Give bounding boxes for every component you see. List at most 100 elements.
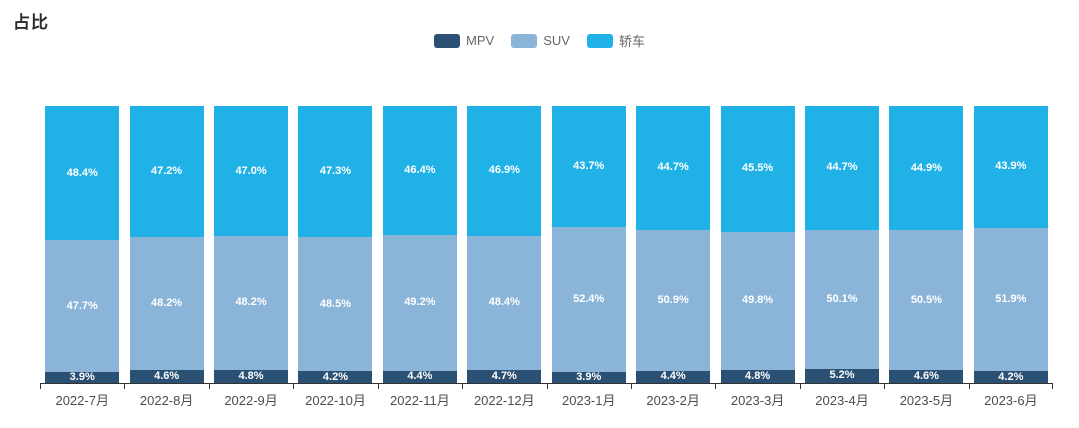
x-axis-labels: 2022-7月 2022-8月 2022-9月 2022-10月 2022-11月 202… bbox=[40, 390, 1053, 409]
bar-column: 4.6% 50.5% 44.9% bbox=[884, 106, 968, 383]
x-axis-label: 2022-7月 bbox=[55, 393, 109, 408]
x-axis-label: 2023-5月 bbox=[899, 393, 954, 408]
bar-column: 5.2% 50.1% 44.7% bbox=[800, 106, 884, 383]
bar-segment-SUV[interactable]: 52.4% bbox=[551, 227, 626, 373]
segment-value-label: 4.2% bbox=[322, 370, 348, 383]
segment-value-label: 52.4% bbox=[573, 293, 605, 306]
segment-value-label: 44.7% bbox=[826, 161, 858, 174]
axis-tick bbox=[968, 384, 970, 389]
legend-item-suv[interactable]: SUV bbox=[511, 33, 570, 48]
bar-segment-MPV[interactable]: 4.2% bbox=[298, 370, 373, 383]
bar-column: 3.9% 52.4% 43.7% bbox=[547, 106, 631, 383]
bar-segment-SUV[interactable]: 49.2% bbox=[382, 234, 457, 371]
segment-value-label: 47.7% bbox=[66, 299, 98, 312]
bar-segment-SUV[interactable]: 50.1% bbox=[805, 229, 879, 369]
bar-column: 4.8% 49.8% 45.5% bbox=[715, 106, 799, 383]
bar-segment-轿车[interactable]: 48.4% bbox=[45, 106, 120, 241]
bar-segment-MPV[interactable]: 4.8% bbox=[720, 369, 795, 383]
legend-item-sedan[interactable]: 轿车 bbox=[586, 31, 645, 50]
axis-tick bbox=[715, 384, 717, 389]
legend-item-mpv[interactable]: MPV bbox=[434, 33, 494, 48]
bar-segment-轿车[interactable]: 47.0% bbox=[214, 106, 289, 237]
plot-area: 3.9% 47.7% 48.4% 4.6% 48.2% 47.2% 4.8% 48.2% 47.… bbox=[40, 106, 1053, 383]
bar-segment-SUV[interactable]: 50.9% bbox=[636, 229, 711, 371]
x-axis-label: 2022-9月 bbox=[224, 393, 278, 408]
bar-segment-SUV[interactable]: 48.4% bbox=[467, 235, 542, 370]
bar-column: 4.4% 50.9% 44.7% bbox=[631, 106, 715, 383]
bar-segment-SUV[interactable]: 50.5% bbox=[889, 230, 964, 371]
bar-column: 4.7% 48.4% 46.9% bbox=[462, 106, 546, 383]
bar-segment-SUV[interactable]: 51.9% bbox=[973, 227, 1048, 372]
axis-tick bbox=[377, 384, 379, 389]
stacked-bar: 4.8% 48.2% 47.0% bbox=[214, 106, 289, 383]
segment-value-label: 46.9% bbox=[488, 164, 520, 177]
bar-segment-轿车[interactable]: 46.4% bbox=[382, 106, 457, 235]
legend-label: MPV bbox=[466, 33, 495, 48]
segment-value-label: 4.7% bbox=[491, 369, 517, 382]
bar-segment-轿车[interactable]: 44.7% bbox=[805, 106, 879, 230]
x-axis-label: 2022-12月 bbox=[473, 393, 535, 408]
stacked-bar: 4.4% 49.2% 46.4% bbox=[382, 106, 457, 383]
legend: MPV SUV 轿车 bbox=[0, 31, 1079, 50]
segment-value-label: 51.9% bbox=[995, 293, 1027, 305]
bar-segment-轿车[interactable]: 44.7% bbox=[636, 106, 711, 230]
bar-segment-MPV[interactable]: 4.4% bbox=[636, 370, 711, 383]
bar-segment-MPV[interactable]: 4.6% bbox=[889, 370, 964, 383]
segment-value-label: 44.7% bbox=[657, 161, 689, 174]
bar-segment-轿车[interactable]: 44.9% bbox=[889, 106, 964, 231]
bar-column: 4.2% 51.9% 43.9% bbox=[969, 106, 1053, 383]
bar-segment-MPV[interactable]: 5.2% bbox=[805, 368, 879, 383]
bar-segment-MPV[interactable]: 4.8% bbox=[214, 369, 289, 383]
stacked-bar: 4.6% 48.2% 47.2% bbox=[129, 106, 204, 383]
bar-segment-轿车[interactable]: 47.2% bbox=[129, 106, 204, 237]
legend-label: 轿车 bbox=[618, 34, 645, 49]
bar-segment-轿车[interactable]: 46.9% bbox=[467, 106, 542, 236]
bar-column: 4.6% 48.2% 47.2% bbox=[124, 106, 208, 383]
bar-column: 3.9% 47.7% 48.4% bbox=[40, 106, 124, 383]
stacked-bar: 4.2% 51.9% 43.9% bbox=[973, 106, 1048, 383]
bar-segment-轿车[interactable]: 45.5% bbox=[720, 106, 795, 232]
segment-value-label: 44.9% bbox=[910, 161, 943, 174]
bar-segment-轿车[interactable]: 43.7% bbox=[551, 106, 626, 228]
bar-segment-SUV[interactable]: 48.2% bbox=[129, 236, 204, 371]
stacked-bar: 4.6% 50.5% 44.9% bbox=[889, 106, 964, 383]
stacked-bar: 4.4% 50.9% 44.7% bbox=[636, 106, 711, 383]
segment-value-label: 50.5% bbox=[910, 293, 943, 306]
bar-segment-MPV[interactable]: 4.2% bbox=[973, 370, 1048, 383]
bar-segment-MPV[interactable]: 3.9% bbox=[551, 372, 626, 383]
axis-tick bbox=[1052, 384, 1053, 389]
axis-tick bbox=[293, 384, 295, 389]
bar-segment-SUV[interactable]: 47.7% bbox=[45, 240, 120, 373]
bar-segment-MPV[interactable]: 3.9% bbox=[45, 372, 120, 383]
bar-segment-MPV[interactable]: 4.7% bbox=[467, 369, 542, 383]
segment-value-label: 48.4% bbox=[66, 166, 98, 179]
segment-value-label: 47.0% bbox=[235, 164, 267, 177]
segment-value-label: 50.1% bbox=[826, 292, 858, 305]
segment-value-label: 48.2% bbox=[235, 296, 267, 309]
legend-label: SUV bbox=[543, 33, 570, 48]
axis-tick bbox=[546, 384, 548, 389]
bar-segment-轿车[interactable]: 43.9% bbox=[973, 106, 1048, 228]
x-axis-label: 2023-2月 bbox=[646, 393, 700, 408]
x-axis-label: 2023-3月 bbox=[730, 393, 785, 408]
x-axis-line bbox=[40, 383, 1053, 384]
bar-segment-MPV[interactable]: 4.4% bbox=[382, 370, 457, 383]
bar-segment-SUV[interactable]: 49.8% bbox=[720, 231, 795, 370]
bar-segment-SUV[interactable]: 48.5% bbox=[298, 237, 373, 372]
segment-value-label: 4.8% bbox=[238, 369, 264, 382]
segment-value-label: 48.5% bbox=[319, 297, 352, 310]
bar-segment-SUV[interactable]: 48.2% bbox=[214, 236, 289, 370]
bar-segment-轿车[interactable]: 47.3% bbox=[298, 106, 373, 238]
axis-tick bbox=[208, 384, 210, 389]
segment-value-label: 4.6% bbox=[913, 370, 939, 383]
axis-tick bbox=[630, 384, 632, 389]
axis-tick bbox=[462, 384, 464, 389]
segment-value-label: 50.9% bbox=[657, 293, 689, 306]
x-axis-label: 2023-1月 bbox=[562, 393, 616, 408]
bar-segment-MPV[interactable]: 4.6% bbox=[129, 370, 204, 383]
segment-value-label: 4.2% bbox=[998, 370, 1024, 383]
segment-value-label: 4.6% bbox=[154, 370, 180, 383]
segment-value-label: 4.4% bbox=[407, 370, 433, 383]
stacked-bar: 4.7% 48.4% 46.9% bbox=[467, 106, 542, 383]
x-axis-ticks bbox=[40, 384, 1053, 390]
